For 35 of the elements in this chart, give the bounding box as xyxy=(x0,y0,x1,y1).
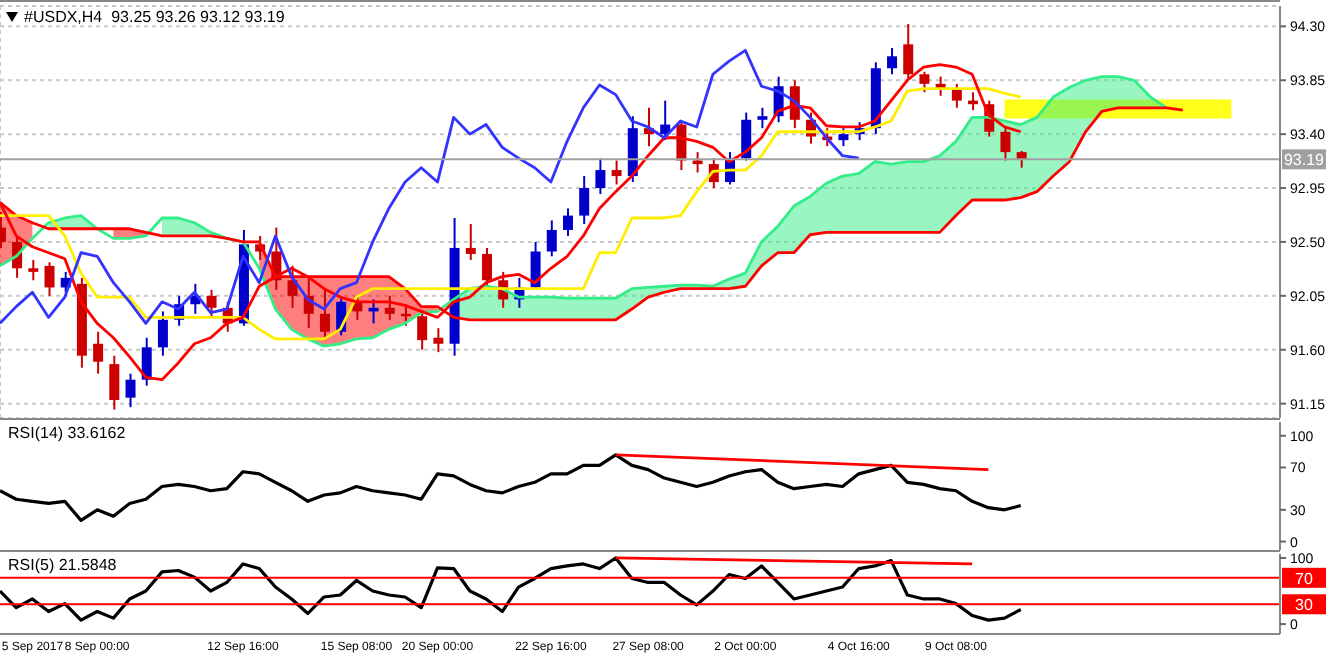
line-series xyxy=(0,556,1023,622)
candlestick xyxy=(1000,127,1011,162)
chart-title: RSI(5) 21.5848 xyxy=(8,556,117,574)
candlestick xyxy=(44,261,55,297)
candlestick xyxy=(157,310,168,357)
candlestick xyxy=(595,157,606,196)
chart-title: RSI(14) 33.6162 xyxy=(8,424,126,442)
candlestick xyxy=(757,106,768,130)
candlestick xyxy=(611,159,622,186)
candlestick xyxy=(465,222,476,261)
candlestick xyxy=(319,288,330,342)
candlestick xyxy=(951,82,962,109)
candlestick xyxy=(433,327,444,354)
candlestick xyxy=(562,207,573,237)
candlestick xyxy=(384,294,395,321)
candlestick xyxy=(28,258,39,282)
candlestick xyxy=(141,336,152,387)
candlestick xyxy=(887,46,898,76)
candlestick xyxy=(125,372,136,409)
candlestick xyxy=(417,310,428,351)
ref-line-label: 93.19 xyxy=(1283,151,1326,170)
candlestick xyxy=(481,246,492,291)
candlestick xyxy=(206,288,217,318)
candlestick xyxy=(919,70,930,94)
candlestick xyxy=(109,354,120,411)
candlestick xyxy=(287,264,298,309)
candlestick xyxy=(741,111,752,162)
candlestick xyxy=(93,330,104,375)
line-series xyxy=(0,48,861,325)
candlestick xyxy=(546,219,557,258)
candlestick xyxy=(903,22,914,82)
candlestick xyxy=(579,175,590,225)
line-series xyxy=(0,453,1023,522)
chart-title: #USDX,H4 93.25 93.26 93.12 93.19 xyxy=(24,8,285,26)
candlestick xyxy=(627,115,638,184)
